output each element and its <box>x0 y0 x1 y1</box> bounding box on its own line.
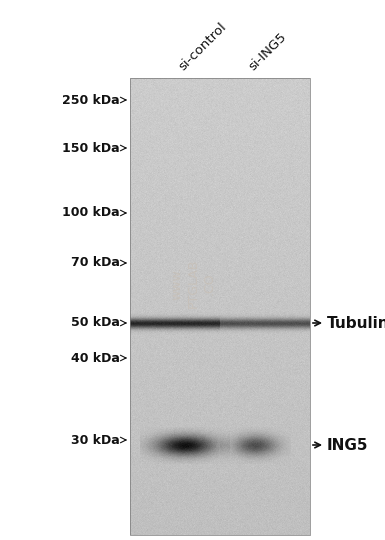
Text: 50 kDa: 50 kDa <box>71 316 120 329</box>
Text: ING5: ING5 <box>327 437 368 453</box>
Text: si-control: si-control <box>176 20 229 73</box>
Text: 40 kDa: 40 kDa <box>71 352 120 365</box>
Text: 30 kDa: 30 kDa <box>71 434 120 447</box>
Text: si-ING5: si-ING5 <box>246 30 289 73</box>
Text: 100 kDa: 100 kDa <box>62 206 120 219</box>
Text: Tubulin: Tubulin <box>327 315 385 330</box>
Text: 250 kDa: 250 kDa <box>62 93 120 106</box>
Text: 150 kDa: 150 kDa <box>62 141 120 154</box>
Text: www.
PTGLAB
.CO: www. PTGLAB .CO <box>171 259 216 308</box>
Text: 70 kDa: 70 kDa <box>71 256 120 269</box>
Bar <box>130 78 310 535</box>
